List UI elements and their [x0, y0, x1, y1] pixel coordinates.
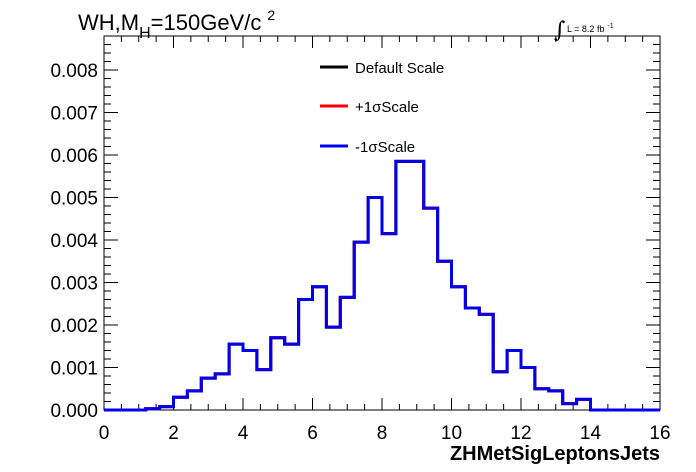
series-minus-1sigma-scale	[104, 159, 660, 412]
series-layer	[104, 159, 660, 412]
x-axis-label: ZHMetSigLeptonsJets	[450, 443, 660, 465]
luminosity-label: ∫ L = 8.2 fb -1	[554, 18, 614, 43]
x-tick-label: 10	[441, 423, 462, 444]
y-tick-label: 0.002	[50, 316, 98, 337]
y-tick-label: 0.008	[50, 61, 98, 82]
x-tick-label: 12	[510, 423, 531, 444]
x-tick-label: 16	[649, 423, 670, 444]
x-tick-label: 4	[238, 423, 249, 444]
y-tick-label: 0.005	[50, 189, 98, 210]
y-tick-label: 0.006	[50, 146, 98, 167]
legend-label-plus: +1σScale	[355, 99, 419, 116]
y-tick-label: 0.007	[50, 104, 98, 125]
legend-label-default: Default Scale	[355, 60, 444, 77]
x-tick-label: 2	[168, 423, 179, 444]
y-tick-label: 0.004	[50, 231, 98, 252]
x-tick-label: 0	[99, 423, 110, 444]
legend: Default Scale +1σScale -1σScale	[320, 60, 444, 156]
integral-symbol: ∫	[554, 18, 566, 43]
x-tick-label: 8	[377, 423, 388, 444]
lumi-text: L = 8.2 fb -1	[567, 23, 614, 34]
x-tick-label: 14	[580, 423, 602, 444]
y-tick-label: 0.000	[50, 401, 98, 422]
x-tick-label: 6	[307, 423, 318, 444]
y-tick-label: 0.001	[50, 359, 98, 380]
y-axis: 0.000 0.001 0.002 0.003 0.004 0.005 0.006 0.007…	[50, 35, 660, 422]
legend-label-minus: -1σScale	[355, 139, 415, 156]
x-axis: 0 2 4 6 8 10 12 14 16	[99, 36, 671, 444]
chart-title: WH,MH=150GeV/c 2	[78, 7, 275, 42]
y-tick-label: 0.003	[50, 274, 98, 295]
